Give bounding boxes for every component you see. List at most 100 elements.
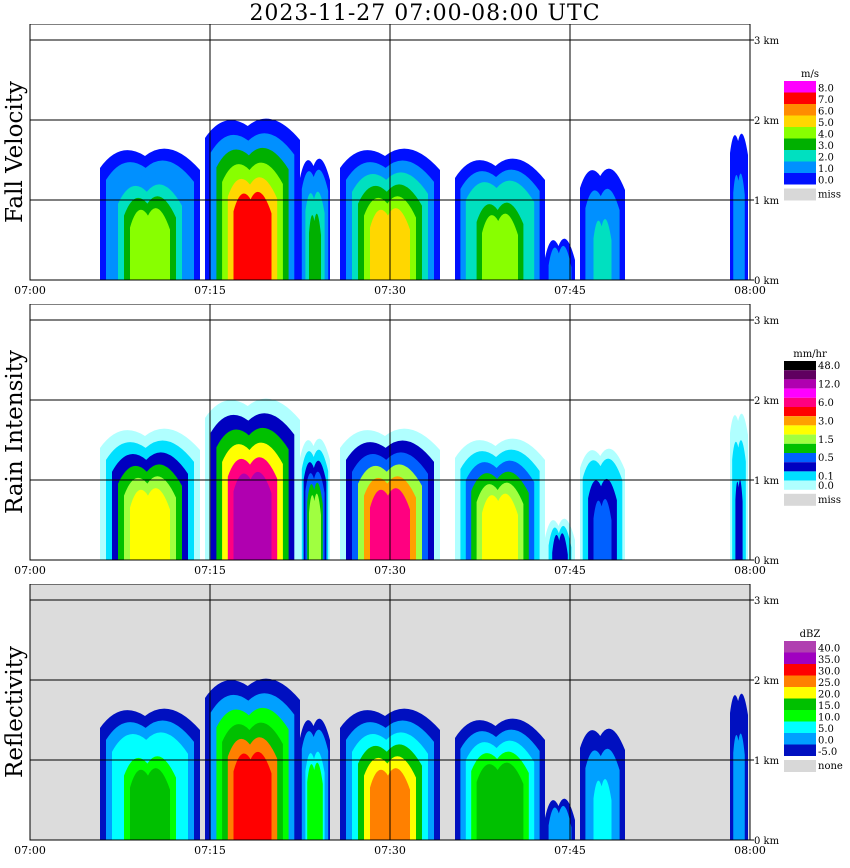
rain-intensity-echo-cell [735,480,743,560]
reflectivity-legend-level: 5.0 [818,724,834,735]
rain-intensity-legend-swatch [784,462,816,472]
fall-velocity-legend-level: 5.0 [818,118,834,129]
rain-intensity-echoes [100,398,748,560]
reflectivity-echo-cell [309,773,321,840]
rain-intensity-panel: Rain Intensity 07:00 07:15 07:30 07:45 08:00… [0,304,850,584]
fall-velocity-km-tick: 2 km [754,116,780,127]
reflectivity-legend-swatch [784,698,816,710]
reflectivity-km-tick: 3 km [754,596,780,607]
rain-intensity-legend-level: 0.1 [818,472,834,483]
rain-intensity-legend-level: 3.0 [818,416,834,427]
rain-intensity-echo-cell [482,493,518,560]
fall-velocity-legend-level: 1.0 [818,164,834,175]
chart-title: 2023-11-27 07:00-08:00 UTC [249,1,601,26]
reflectivity-legend-level: 30.0 [818,667,840,678]
reflectivity-time-tick: 07:00 [14,844,46,857]
rain-intensity-legend-level: 0.5 [818,453,834,464]
rain-intensity-km-tick: 2 km [754,396,780,407]
rain-intensity-legend-level: 6.0 [818,398,834,409]
fall-velocity-time-tick: 07:00 [14,284,46,297]
fall-velocity-chart: 07:00 07:15 07:30 07:45 08:000 km 1 km 2 km 3 k… [14,24,841,297]
fall-velocity-echo-cell [309,213,321,280]
fall-velocity-echo-cell [554,256,566,280]
reflectivity-legend-swatch [784,710,816,722]
reflectivity-legend-missing-label: none [818,761,843,772]
fall-velocity-legend-swatch [784,150,816,162]
reflectivity-echo-cell [233,751,272,840]
rain-intensity-legend-swatch [784,480,816,490]
rain-intensity-legend-level: 0.0 [818,481,834,492]
reflectivity-legend-swatch [784,687,816,699]
reflectivity-legend-swatch [784,744,816,756]
fall-velocity-legend-swatch [784,138,816,150]
reflectivity-echo-cell [735,760,743,840]
fall-velocity-legend-level: 6.0 [818,107,834,118]
rain-intensity-time-tick: 07:15 [194,564,226,577]
rain-intensity-km-tick: 3 km [754,316,780,327]
reflectivity-echo-cell [130,768,170,840]
fall-velocity-time-tick: 07:15 [194,284,226,297]
reflectivity-legend-level: 0.0 [818,736,834,747]
rain-intensity-legend-level: 48.0 [818,361,840,372]
reflectivity-km-tick: 1 km [754,756,780,767]
rain-intensity-km-tick: 1 km [754,476,780,487]
reflectivity-legend-level: 10.0 [818,713,840,724]
fall-velocity-legend-swatch [784,81,816,93]
fall-velocity-time-tick: 07:30 [374,284,406,297]
rain-intensity-legend-swatch [784,407,816,417]
fall-velocity-legend-level: 2.0 [818,153,834,164]
fall-velocity-legend-swatch [784,161,816,173]
rain-intensity-km-tick: 0 km [754,556,780,567]
reflectivity-legend-level: -5.0 [818,747,837,758]
reflectivity-legend-level: 25.0 [818,678,840,689]
reflectivity-km-tick: 0 km [754,836,780,847]
rain-intensity-legend-missing-swatch [784,493,816,506]
reflectivity-legend-swatch [784,721,816,733]
rain-intensity-legend-swatch [784,453,816,463]
rain-intensity-echo-cell [309,493,321,560]
fall-velocity-legend-level: 4.0 [818,130,834,141]
fall-velocity-time-tick: 07:45 [554,284,586,297]
reflectivity-legend-swatch [784,733,816,745]
fall-velocity-legend-level: 0.0 [818,176,834,187]
rain-intensity-legend-missing-label: miss [818,495,841,506]
reflectivity-km-tick: 2 km [754,676,780,687]
rain-intensity-echo-cell [554,536,566,560]
reflectivity-time-tick: 08:00 [734,844,766,857]
fall-velocity-frame [29,24,751,281]
fall-velocity-km-tick: 0 km [754,276,780,287]
reflectivity-legend-level: 20.0 [818,690,840,701]
fall-velocity-echo-cell [482,213,518,280]
rain-intensity-time-tick: 08:00 [734,564,766,577]
rain-intensity-legend-swatch [784,443,816,453]
fall-velocity-legend-swatch [784,173,816,185]
rain-intensity-legend-swatch [784,425,816,435]
fall-velocity-legend-level: 7.0 [818,95,834,106]
fall-velocity-legend-swatch [784,92,816,104]
reflectivity-time-tick: 07:15 [194,844,226,857]
fall-velocity-time-tick: 08:00 [734,284,766,297]
reflectivity-legend-swatch [784,675,816,687]
rain-intensity-chart: 07:00 07:15 07:30 07:45 08:000 km 1 km 2 km 3 k… [14,304,841,577]
reflectivity-legend-swatch [784,664,816,676]
reflectivity-echo-cell [482,773,518,840]
reflectivity-legend-level: 15.0 [818,701,840,712]
reflectivity-chart: 07:00 07:15 07:30 07:45 08:000 km 1 km 2 km 3 k… [14,584,843,857]
reflectivity-legend-level: 40.0 [818,644,840,655]
rain-intensity-legend-unit: mm/hr [793,349,827,360]
fall-velocity-echo-cell [233,191,272,280]
rain-intensity-time-tick: 07:30 [374,564,406,577]
reflectivity-panel: Reflectivity 07:00 07:15 07:30 07:45 08:00 0 … [0,584,850,864]
rain-intensity-legend-swatch [784,416,816,426]
fall-velocity-legend-missing-swatch [784,188,816,201]
rain-intensity-time-tick: 07:00 [14,564,46,577]
fall-velocity-panel: Fall Velocity 07:00 07:15 07:30 07:45 08:00 0… [0,24,850,304]
rain-intensity-legend-swatch [784,361,816,371]
fall-velocity-legend-level: 3.0 [818,141,834,152]
fall-velocity-legend-swatch [784,115,816,127]
fall-velocity-legend-level: 8.0 [818,84,834,95]
fall-velocity-legend-swatch [784,104,816,116]
rain-intensity-legend-swatch [784,388,816,398]
rain-intensity-frame [29,304,751,561]
fall-velocity-legend-swatch [784,127,816,139]
